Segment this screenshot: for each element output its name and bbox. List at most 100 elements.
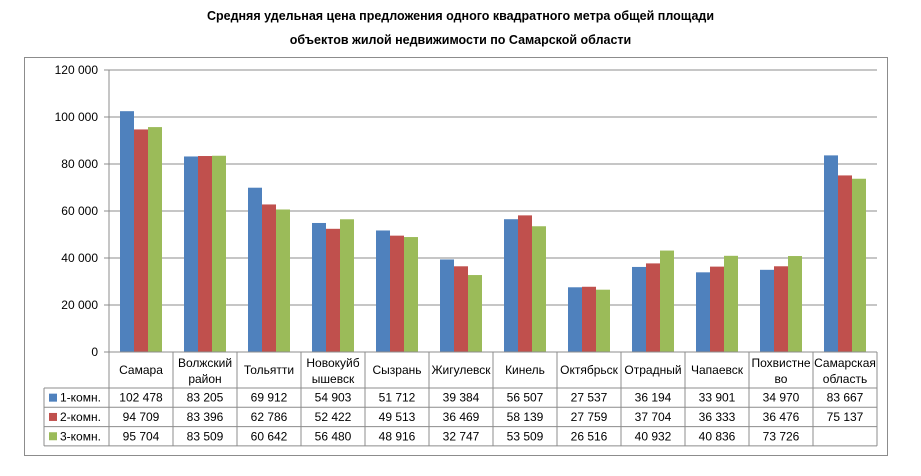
bar (518, 215, 532, 352)
bar (710, 266, 724, 352)
data-label: 75 137 (827, 410, 864, 424)
data-label: 83 509 (187, 429, 224, 443)
category-label: ышевск (312, 372, 355, 386)
bar (774, 266, 788, 352)
data-label: 48 916 (379, 429, 416, 443)
data-label: 36 476 (763, 410, 800, 424)
data-label: 83 396 (187, 410, 224, 424)
bar (582, 286, 596, 352)
bar (838, 175, 852, 352)
data-label: 34 970 (763, 391, 800, 405)
bar (276, 209, 290, 352)
data-label: 40 836 (699, 429, 736, 443)
data-label: 83 205 (187, 391, 224, 405)
bar (404, 237, 418, 352)
bar (120, 111, 134, 352)
bar (468, 275, 482, 352)
category-label: Самарская (814, 356, 876, 370)
bar (440, 259, 454, 352)
bar (248, 187, 262, 352)
bar (724, 255, 738, 352)
data-label: 52 422 (315, 410, 352, 424)
bar (148, 127, 162, 352)
data-label: 56 507 (507, 391, 544, 405)
y-tick-label: 60 000 (61, 204, 98, 218)
bar (568, 287, 582, 352)
bar (184, 156, 198, 352)
data-label: 56 480 (315, 429, 352, 443)
bar (760, 269, 774, 352)
chart-title-line2: объектов жилой недвижимости по Самарской… (289, 33, 632, 47)
bar (660, 250, 674, 352)
data-label: 62 786 (251, 410, 288, 424)
bar (376, 230, 390, 352)
y-tick-label: 40 000 (61, 251, 98, 265)
data-label: 40 932 (635, 429, 672, 443)
y-tick-label: 100 000 (55, 110, 99, 124)
bar (326, 228, 340, 352)
bar (632, 266, 646, 352)
data-label: 95 704 (123, 429, 160, 443)
data-label: 102 478 (119, 391, 163, 405)
category-label: Чапаевск (691, 363, 744, 377)
category-label: Новокуйб (306, 356, 359, 370)
data-label: 83 667 (827, 391, 864, 405)
bar (212, 155, 226, 352)
legend-label: 2-комн. (60, 410, 101, 424)
data-label: 58 139 (507, 410, 544, 424)
category-label: Похвистне (751, 356, 810, 370)
bar (390, 235, 404, 352)
data-label: 36 194 (635, 391, 672, 405)
bar (824, 155, 838, 352)
category-label: Отрадный (624, 363, 681, 377)
data-label: 33 901 (699, 391, 736, 405)
bar (198, 156, 212, 352)
legend-label: 1-комн. (60, 391, 101, 405)
data-label: 27 759 (571, 410, 608, 424)
legend-key (49, 393, 57, 402)
bar (504, 219, 518, 352)
data-label: 54 903 (315, 391, 352, 405)
bar (262, 204, 276, 352)
bar (788, 256, 802, 352)
y-tick-label: 0 (91, 345, 98, 359)
data-label: 32 747 (443, 429, 480, 443)
legend-key (49, 432, 57, 441)
data-label: 73 726 (763, 429, 800, 443)
legend-key (49, 412, 57, 421)
category-label: Кинель (505, 363, 545, 377)
bar (532, 226, 546, 352)
data-label: 36 333 (699, 410, 736, 424)
category-label: Волжский (178, 356, 232, 370)
category-label: область (823, 372, 867, 386)
bar (646, 263, 660, 352)
data-label: 60 642 (251, 429, 288, 443)
data-label: 69 912 (251, 391, 288, 405)
data-label: 36 469 (443, 410, 480, 424)
y-tick-label: 80 000 (61, 157, 98, 171)
data-label: 49 513 (379, 410, 416, 424)
y-tick-label: 120 000 (55, 63, 99, 77)
category-label: Тольятти (244, 363, 294, 377)
bar (312, 222, 326, 352)
data-label: 27 537 (571, 391, 608, 405)
category-label: район (188, 372, 221, 386)
data-label: 53 509 (507, 429, 544, 443)
chart-frame (24, 57, 888, 456)
y-tick-label: 20 000 (61, 298, 98, 312)
data-label: 37 704 (635, 410, 672, 424)
data-label: 94 709 (123, 410, 160, 424)
bar (696, 272, 710, 352)
category-label: Самара (119, 363, 163, 377)
category-label: во (775, 372, 788, 386)
data-label: 51 712 (379, 391, 416, 405)
bar (596, 289, 610, 352)
chart-title-line1: Средняя удельная цена предложения одного… (206, 9, 715, 23)
bar (852, 178, 866, 352)
bar (340, 219, 354, 352)
bar (134, 129, 148, 352)
category-label: Октябрьск (560, 363, 619, 377)
category-label: Сызрань (372, 363, 421, 377)
data-label: 39 384 (443, 391, 480, 405)
